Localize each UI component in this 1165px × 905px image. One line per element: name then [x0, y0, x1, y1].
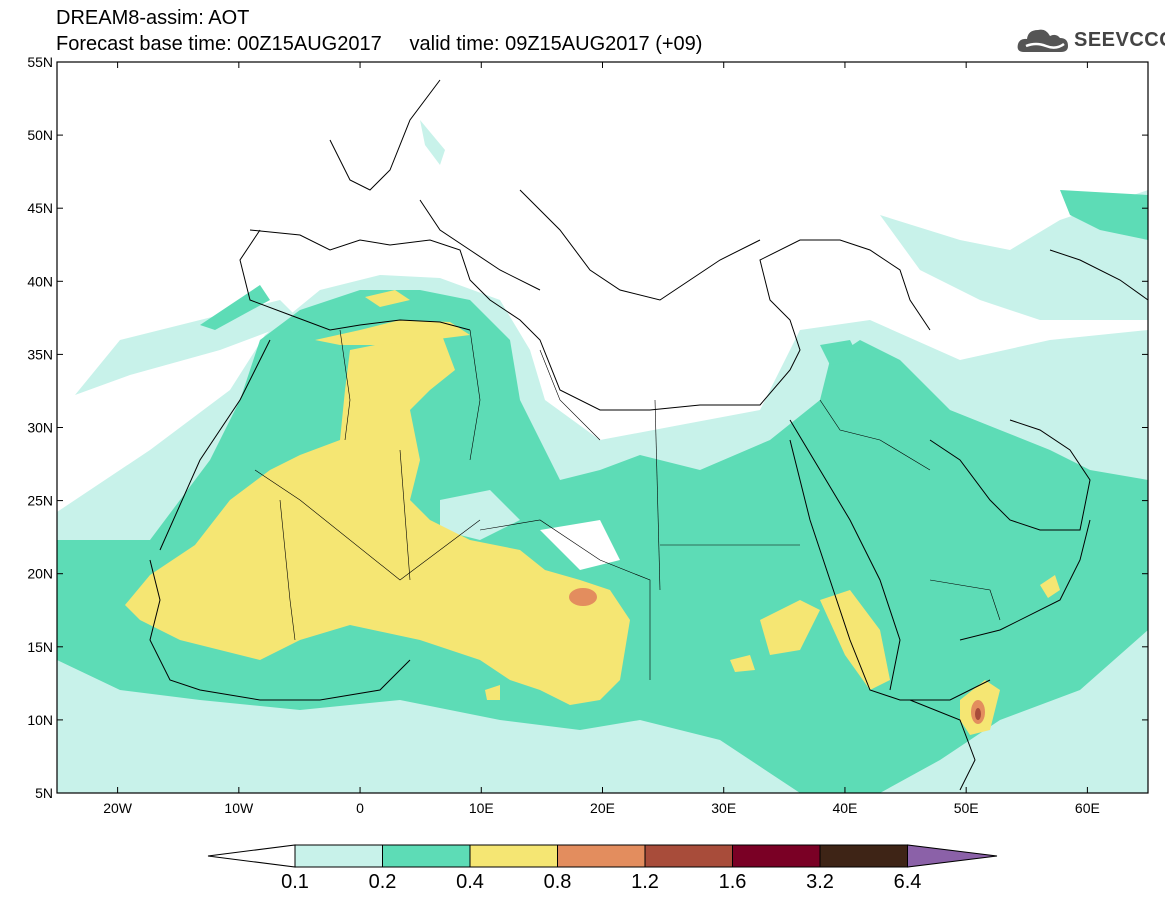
- colorbar-label: 3.2: [806, 871, 834, 893]
- colorbar-label: 0.8: [543, 871, 572, 893]
- lon-tick-label: 50E: [954, 800, 979, 816]
- country-borders: [254, 329, 1001, 680]
- aot-field: [57, 62, 1148, 793]
- lon-tick-label: 0: [356, 800, 364, 816]
- lat-tick-label: 55N: [27, 54, 53, 70]
- lon-tick-label: 10E: [469, 800, 494, 816]
- lat-tick-label: 35N: [27, 346, 53, 362]
- longitude-axis: 20W 10W 0 10E 20E 30E 40E 50E 60E: [103, 62, 1100, 816]
- latitude-axis: 55N 50N 45N 40N 35N 30N 25N 20N 15N 10N 5N: [27, 54, 1148, 801]
- forecast-time-line: Forecast base time: 00Z15AUG2017 valid t…: [56, 33, 703, 55]
- coastlines: [149, 79, 1148, 791]
- lat-tick-label: 20N: [27, 566, 53, 582]
- lat-tick-label: 30N: [27, 420, 53, 436]
- lon-tick-label: 40E: [832, 800, 857, 816]
- colorbar-label: 1.6: [718, 871, 747, 893]
- lon-tick-label: 20E: [590, 800, 615, 816]
- colorbar-label: 0.4: [456, 871, 484, 893]
- lat-tick-label: 45N: [27, 200, 53, 216]
- lon-tick-label: 20W: [103, 800, 133, 816]
- map-title: DREAM8-assim: AOT: [56, 7, 250, 29]
- lon-tick-label: 60E: [1075, 800, 1100, 816]
- seevccc-logo: SEEVCCC: [1016, 24, 1165, 56]
- lat-tick-label: 15N: [27, 639, 53, 655]
- lon-tick-label: 10W: [224, 800, 254, 816]
- colorbar-label: 0.2: [368, 871, 397, 893]
- colorbar-label: 0.1: [281, 871, 309, 893]
- lat-tick-label: 40N: [27, 273, 53, 289]
- lat-tick-label: 50N: [27, 127, 53, 143]
- colorbar-label: 1.2: [631, 871, 659, 893]
- lat-tick-label: 5N: [35, 785, 53, 801]
- logo-text: SEEVCCC: [1074, 29, 1165, 51]
- lon-tick-label: 30E: [711, 800, 736, 816]
- cloud-icon: [1017, 29, 1068, 52]
- colorbar-label: 6.4: [893, 871, 922, 893]
- lat-tick-label: 25N: [27, 493, 53, 509]
- lat-tick-label: 10N: [27, 712, 53, 728]
